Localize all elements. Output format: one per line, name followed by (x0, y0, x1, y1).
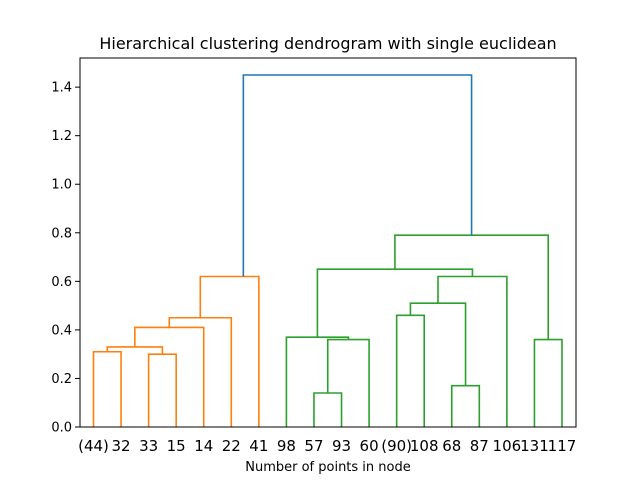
y-tick-label: 0.0 (51, 421, 72, 436)
dendrogram-link-blue (242, 74, 473, 277)
leaf-label: 32 (112, 437, 131, 455)
dendrogram-link-orange (106, 346, 164, 355)
leaf-label: 131 (520, 437, 549, 455)
leaf-label: 87 (470, 437, 489, 455)
dendrogram-link-green (437, 275, 508, 427)
leaf-label: 22 (222, 437, 241, 455)
y-tick-label: 1.2 (51, 129, 72, 144)
leaf-label: 57 (304, 437, 323, 455)
leaf-label: 41 (249, 437, 268, 455)
chart-title: Hierarchical clustering dendrogram with … (99, 34, 556, 53)
leaf-label: 93 (332, 437, 351, 455)
dendrogram-link-green (395, 314, 426, 427)
dendrogram-link-orange (92, 350, 122, 427)
y-tick-label: 0.4 (51, 323, 72, 338)
dendrogram-links (92, 74, 563, 427)
x-axis-label: Number of points in node (245, 460, 411, 475)
leaf-label: 33 (139, 437, 158, 455)
dendrogram-link-green (285, 336, 350, 427)
y-axis-ticks: 0.0 0.2 0.4 0.6 0.8 1.0 1.2 1.4 (51, 81, 80, 436)
leaf-label: 14 (194, 437, 213, 455)
dendrogram-link-green (326, 338, 370, 427)
y-tick-label: 0.2 (51, 372, 72, 387)
dendrogram-link-green (313, 392, 343, 427)
y-tick-label: 0.8 (51, 226, 72, 241)
x-axis-ticks: (44) 32 33 15 14 22 41 98 57 93 60 (90)108 68 87 10613… (78, 437, 576, 455)
dendrogram-link-orange (147, 353, 177, 427)
dendrogram-link-orange (168, 316, 233, 427)
leaf-label: 60 (360, 437, 379, 455)
dendrogram-link-green (533, 338, 563, 427)
dendrogram-link-orange (199, 275, 260, 427)
y-tick-label: 1.0 (51, 178, 72, 193)
leaf-label: 15 (167, 437, 186, 455)
y-tick-label: 0.6 (51, 275, 72, 290)
leaf-label: 68 (442, 437, 461, 455)
leaf-label: 108 (410, 437, 439, 455)
leaf-label: 106 (493, 437, 522, 455)
dendrogram-link-green (394, 234, 550, 340)
plot-frame (79, 57, 577, 428)
leaf-label: 98 (277, 437, 296, 455)
dendrogram-link-orange (134, 326, 205, 427)
dendrogram-link-green (450, 384, 481, 427)
leaf-label: 117 (548, 437, 577, 455)
leaf-label: (44) (78, 437, 109, 455)
leaf-label: (90) (381, 437, 412, 455)
y-tick-label: 1.4 (51, 81, 72, 96)
